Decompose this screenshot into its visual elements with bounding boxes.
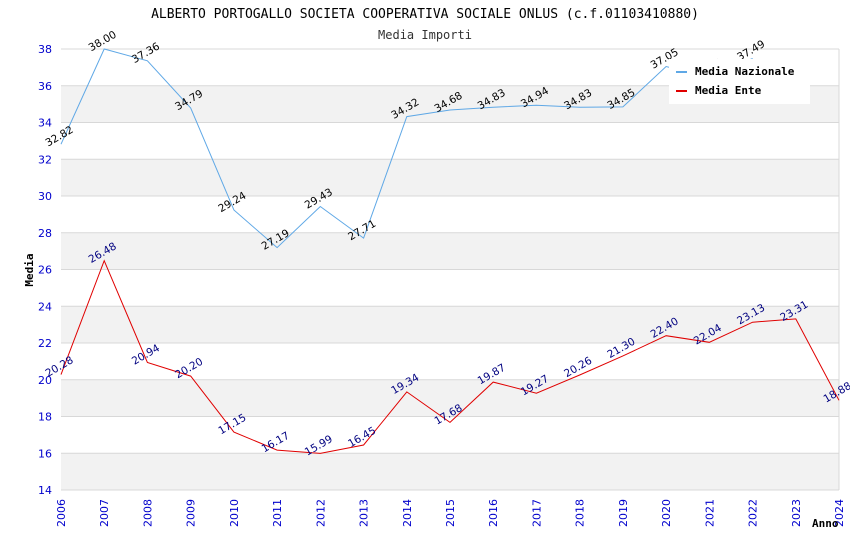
x-tick-label: 2023 (790, 499, 803, 527)
y-tick-label: 22 (38, 337, 52, 350)
x-tick-label: 2021 (703, 499, 716, 527)
y-tick-label: 28 (38, 227, 52, 240)
grid-band (61, 122, 839, 160)
chart-title: ALBERTO PORTOGALLO SOCIETA COOPERATIVA S… (151, 7, 699, 22)
x-tick-label: 2011 (271, 499, 284, 527)
x-tick-label: 2024 (833, 499, 846, 527)
legend-label-media-nazionale: Media Nazionale (695, 65, 795, 78)
y-axis-label: Media (23, 253, 36, 286)
x-tick-label: 2012 (314, 499, 327, 527)
y-tick-label: 20 (38, 374, 52, 387)
legend-box (669, 59, 810, 104)
x-tick-label: 2006 (55, 499, 68, 527)
x-tick-label: 2009 (185, 499, 198, 527)
x-tick-label: 2019 (617, 499, 630, 527)
grid-band (61, 269, 839, 307)
y-tick-label: 14 (38, 484, 52, 497)
legend-label-media-ente: Media Ente (695, 84, 762, 97)
x-tick-label: 2014 (401, 499, 414, 527)
y-tick-label: 18 (38, 411, 52, 424)
grid-band (61, 196, 839, 233)
y-tick-label: 24 (38, 300, 52, 313)
grid-lines (61, 48, 840, 491)
x-tick-label: 2017 (530, 499, 543, 527)
y-tick-label: 30 (38, 190, 52, 203)
series-lines (60, 48, 840, 454)
grid-bands (61, 49, 839, 490)
legend: Media Nazionale Media Ente (669, 59, 810, 104)
x-axis-ticks: 2006 2007 2008 2009 2010 2011 2012 2013 2014 2015… (55, 499, 846, 527)
series-line-media-nazionale (60, 48, 753, 249)
x-tick-label: 2007 (98, 499, 111, 527)
x-tick-label: 2015 (444, 499, 457, 527)
grid-band (61, 379, 839, 417)
y-tick-label: 36 (38, 80, 52, 93)
x-tick-label: 2013 (358, 499, 371, 527)
x-axis-label: Anno (812, 517, 839, 530)
y-tick-label: 38 (38, 43, 52, 56)
series-line-media-ente (60, 259, 840, 454)
x-tick-label: 2018 (574, 499, 587, 527)
x-tick-label: 2020 (660, 499, 673, 527)
grid-band (61, 343, 839, 380)
grid-band (61, 159, 839, 196)
x-tick-label: 2022 (747, 499, 760, 527)
y-tick-label: 34 (38, 117, 52, 130)
chart-subtitle: Media Importi (378, 28, 472, 42)
y-tick-label: 16 (38, 447, 52, 460)
grid-band (61, 453, 839, 490)
y-tick-label: 32 (38, 153, 52, 166)
y-tick-label: 26 (38, 264, 52, 277)
x-tick-label: 2010 (228, 499, 241, 527)
grid-band (61, 306, 839, 343)
x-tick-label: 2008 (141, 499, 154, 527)
y-axis-ticks: 14 16 18 20 22 24 26 28 30 32 34 36 38 (38, 43, 52, 497)
x-tick-label: 2016 (487, 499, 500, 527)
grid-band (61, 232, 839, 270)
